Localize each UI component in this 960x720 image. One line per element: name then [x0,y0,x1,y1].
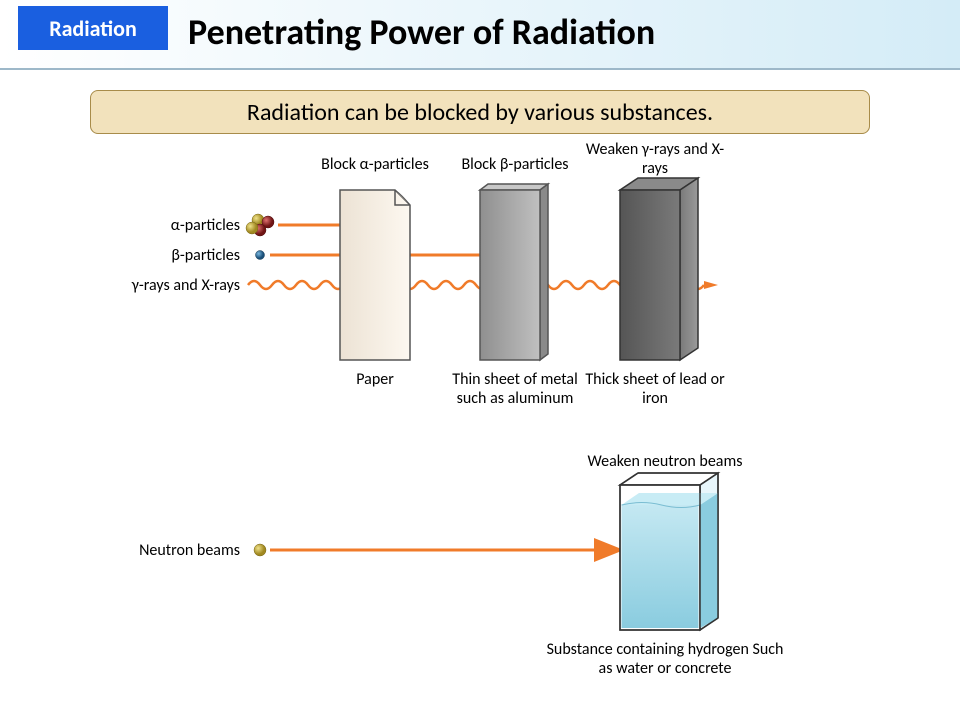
paper-barrier [340,190,410,360]
gamma-arrowhead [704,281,718,289]
alpha-particle-icon [246,214,274,236]
lead-barrier [620,178,698,360]
water-barrier [620,473,718,630]
subtitle-box: Radiation can be blocked by various subs… [90,90,870,134]
category-badge: Radiation [18,6,168,50]
metal-barrier [480,184,548,360]
header-bar: Radiation Penetrating Power of Radiation [0,0,960,70]
page-title: Penetrating Power of Radiation [188,10,655,54]
diagram-stage: α-particles β-particles γ-rays and X-ray… [0,140,960,720]
diagram-svg [0,140,960,720]
neutron-particle-icon [254,544,266,556]
beta-particle-icon [256,251,265,260]
subtitle-text: Radiation can be blocked by various subs… [247,98,713,127]
